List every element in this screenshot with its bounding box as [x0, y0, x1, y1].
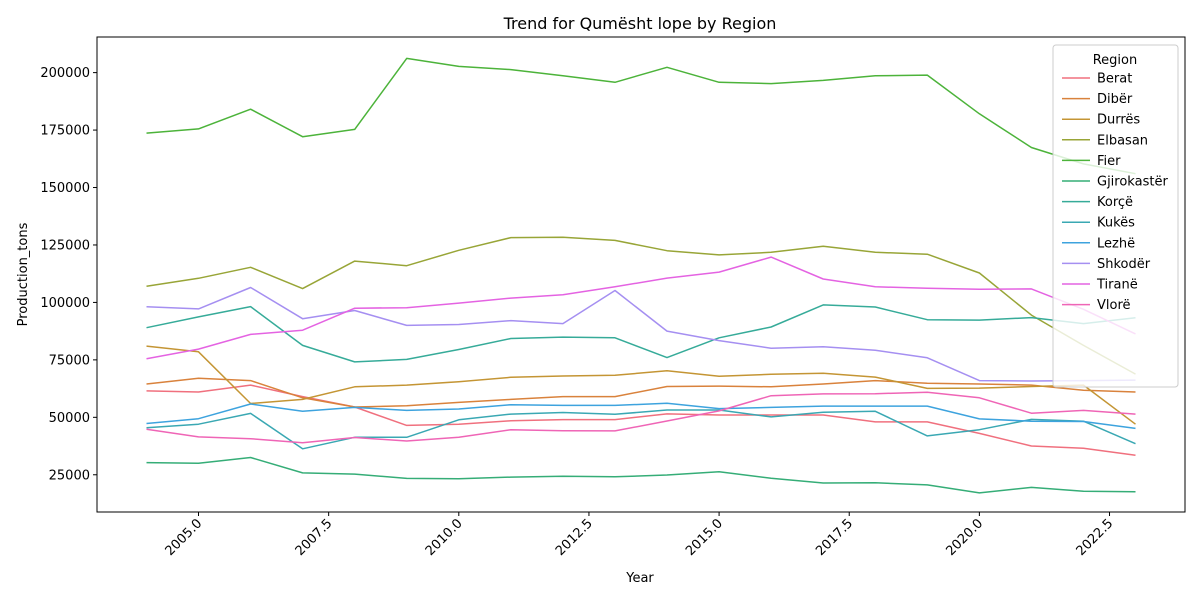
y-axis-title: Production_tons [16, 222, 31, 326]
y-axis: 25000 50000 75000 100000 125000 150000 175000 2… [40, 66, 97, 483]
legend-label: Lezhë [1097, 236, 1135, 251]
legend-label: Gjirokastër [1097, 175, 1168, 190]
y-tick-label: 25000 [49, 468, 90, 483]
series-line-10 [146, 256, 1136, 360]
legend-label: Berat [1097, 72, 1132, 87]
y-tick-label: 175000 [40, 124, 90, 139]
y-tick-label: 100000 [40, 296, 90, 311]
legend-label: Fier [1097, 154, 1121, 169]
y-tick-label: 75000 [49, 353, 90, 368]
series-line-5 [146, 456, 1136, 494]
y-tick-label: 50000 [49, 411, 90, 426]
series-line-11 [146, 391, 1136, 444]
legend-label: Korçë [1097, 195, 1133, 210]
series-line-2 [146, 345, 1136, 425]
legend-label: Dibër [1097, 92, 1133, 107]
series-line-8 [146, 402, 1136, 430]
series-line-3 [146, 236, 1136, 375]
series-line-1 [146, 377, 1136, 408]
legend-label: Shkodër [1097, 257, 1151, 272]
legend-items: Berat Dibër Durrës Elbasan Fier Gjirokastër Ko… [1062, 72, 1168, 313]
legend-label: Elbasan [1097, 133, 1148, 148]
series-layer [146, 57, 1136, 494]
plot-area [96, 36, 1186, 513]
chart-title: Trend for Qumësht lope by Region [503, 14, 777, 33]
legend-label: Vlorë [1097, 298, 1131, 313]
legend-label: Durrës [1097, 113, 1140, 128]
legend: Region Berat Dibër Durrës Elbasan Fier Gjirok… [1052, 44, 1179, 388]
y-tick-label: 125000 [40, 238, 90, 253]
legend-frame [1052, 44, 1179, 388]
x-axis-title: Year [625, 571, 654, 586]
series-line-7 [146, 409, 1136, 450]
legend-label: Tiranë [1096, 278, 1138, 293]
series-line-4 [146, 57, 1136, 175]
y-tick-label: 150000 [40, 181, 90, 196]
y-tick-label: 200000 [40, 66, 90, 81]
legend-label: Kukës [1097, 216, 1135, 231]
series-line-9 [146, 286, 1136, 382]
legend-title: Region [1093, 53, 1138, 68]
series-line-6 [146, 304, 1136, 363]
